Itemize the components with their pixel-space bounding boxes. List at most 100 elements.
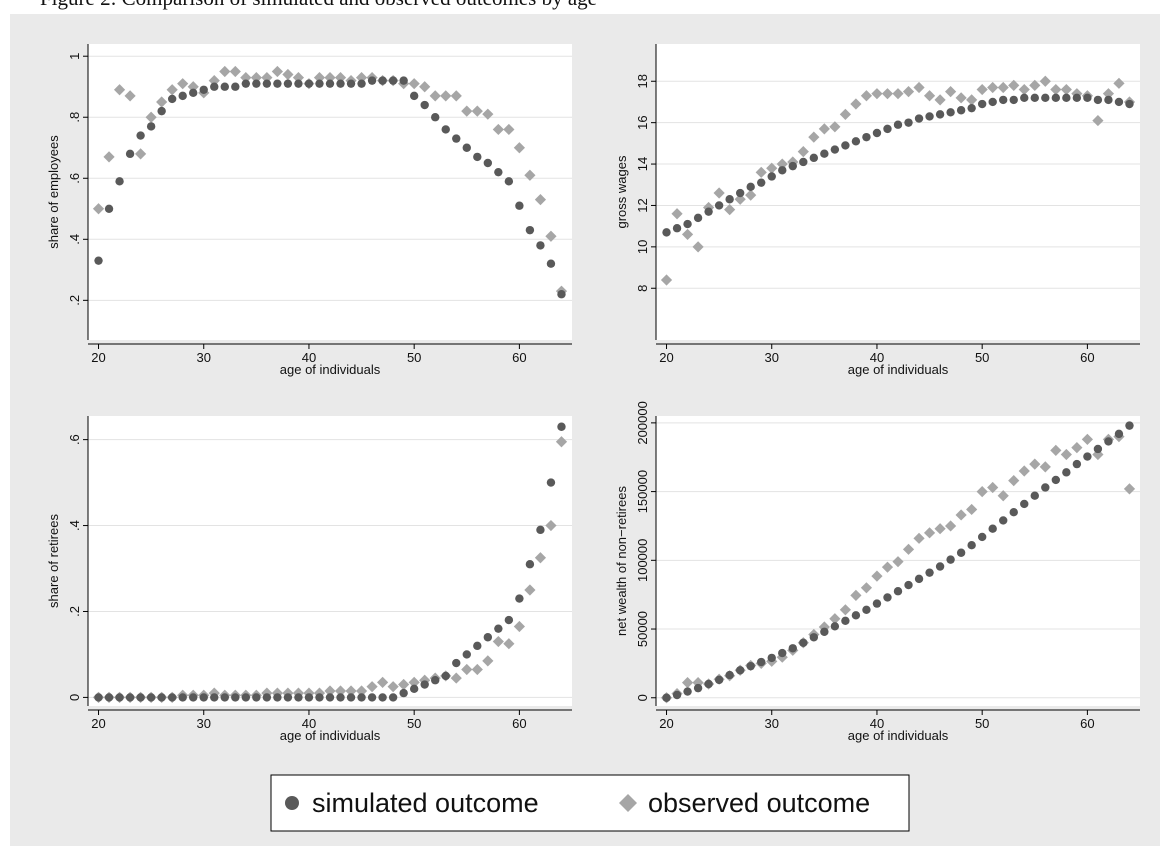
data-point-observed (156, 96, 168, 108)
data-point-simulated (115, 177, 124, 186)
data-point-simulated (346, 693, 356, 702)
data-point-simulated (735, 666, 745, 675)
y-axis-label: share of retirees (46, 514, 61, 608)
data-point-simulated (178, 91, 187, 101)
data-point-simulated (956, 106, 966, 115)
x-tick-label: 30 (197, 350, 211, 365)
data-point-observed (913, 81, 925, 94)
data-point-simulated (988, 97, 997, 107)
data-point-simulated (536, 525, 545, 535)
data-point-simulated (851, 137, 861, 146)
data-point-simulated (662, 693, 671, 702)
data-point-observed (808, 131, 820, 143)
data-point-simulated (893, 587, 903, 596)
data-point-simulated (346, 79, 356, 88)
x-tick-label: 40 (302, 350, 316, 365)
data-point-observed (135, 148, 147, 160)
data-point-observed (545, 519, 557, 532)
data-point-simulated (841, 141, 850, 150)
data-point-observed (145, 111, 157, 123)
data-point-simulated (262, 79, 272, 88)
data-point-simulated (799, 157, 808, 167)
data-point-observed (934, 94, 946, 106)
data-point-observed (829, 613, 841, 625)
data-point-simulated (1114, 97, 1124, 107)
y-axis-label: net wealth of non−retirees (614, 486, 629, 636)
data-point-simulated (1125, 421, 1134, 430)
y-tick-label: 8 (635, 285, 650, 292)
data-point-simulated (1125, 99, 1134, 109)
data-point-simulated (799, 638, 808, 647)
y-tick-label: 0 (67, 694, 82, 701)
data-point-simulated (999, 516, 1008, 525)
data-point-observed (282, 687, 294, 699)
data-point-simulated (536, 241, 545, 250)
data-point-observed (966, 94, 978, 106)
data-point-simulated (546, 478, 556, 487)
legend-label-simulated: simulated outcome (312, 788, 539, 818)
data-point-observed (850, 98, 862, 110)
data-point-simulated (714, 675, 724, 685)
data-point-observed (976, 83, 988, 96)
data-point-observed (797, 146, 809, 158)
data-point-simulated (241, 693, 251, 702)
data-point-simulated (1041, 483, 1050, 492)
data-point-observed (839, 604, 851, 616)
data-point-observed (724, 203, 736, 216)
x-tick-label: 20 (659, 350, 673, 365)
data-point-observed (1113, 77, 1125, 89)
data-point-observed (545, 230, 557, 242)
data-point-observed (987, 81, 999, 94)
series-simulated (662, 421, 1134, 702)
data-point-simulated (294, 693, 303, 702)
data-point-simulated (1104, 95, 1113, 105)
data-point-simulated (1072, 459, 1082, 469)
data-point-simulated (409, 684, 419, 694)
x-axis-label: age of individuals (280, 728, 381, 743)
y-tick-label: .8 (67, 112, 82, 123)
y-tick-label: .6 (67, 434, 82, 445)
data-point-observed (471, 105, 483, 117)
data-point-simulated (1114, 429, 1124, 439)
data-point-observed (997, 81, 1009, 94)
data-point-observed (524, 169, 536, 181)
data-point-observed (482, 655, 494, 667)
data-point-simulated (851, 611, 861, 620)
data-point-observed (219, 65, 231, 78)
data-point-simulated (441, 671, 450, 681)
x-tick-label: 40 (870, 716, 884, 731)
data-point-simulated (914, 574, 924, 584)
data-point-observed (240, 71, 252, 84)
legend-label-observed: observed outcome (648, 788, 870, 818)
data-point-observed (113, 84, 126, 96)
x-tick-label: 50 (975, 350, 989, 365)
x-tick-label: 40 (302, 716, 316, 731)
data-point-observed (208, 687, 220, 699)
data-point-observed (766, 162, 778, 174)
chart-panel-1: .2 .4 .6 .8 1 share of employees 20 30 40 50 60 age… (46, 44, 572, 377)
data-point-simulated (904, 580, 913, 590)
data-point-observed (1092, 114, 1104, 127)
y-tick-label: .4 (67, 234, 82, 245)
legend-box (270, 774, 910, 832)
data-point-simulated (146, 693, 156, 702)
data-point-observed (913, 532, 925, 544)
data-point-simulated (388, 76, 398, 85)
legend: simulated outcome observed outcome (270, 774, 910, 832)
data-point-simulated (872, 128, 882, 138)
data-point-simulated (683, 687, 692, 696)
data-point-simulated (252, 79, 261, 88)
data-point-simulated (504, 615, 514, 625)
data-point-observed (271, 65, 283, 78)
data-point-observed (892, 556, 904, 568)
data-point-simulated (746, 661, 755, 671)
data-point-simulated (94, 693, 103, 702)
data-point-simulated (1051, 475, 1061, 485)
series-simulated (94, 422, 566, 702)
data-point-simulated (231, 82, 240, 91)
data-point-simulated (315, 693, 324, 702)
data-point-simulated (809, 153, 819, 163)
series-simulated (662, 93, 1134, 237)
data-point-simulated (220, 82, 229, 91)
